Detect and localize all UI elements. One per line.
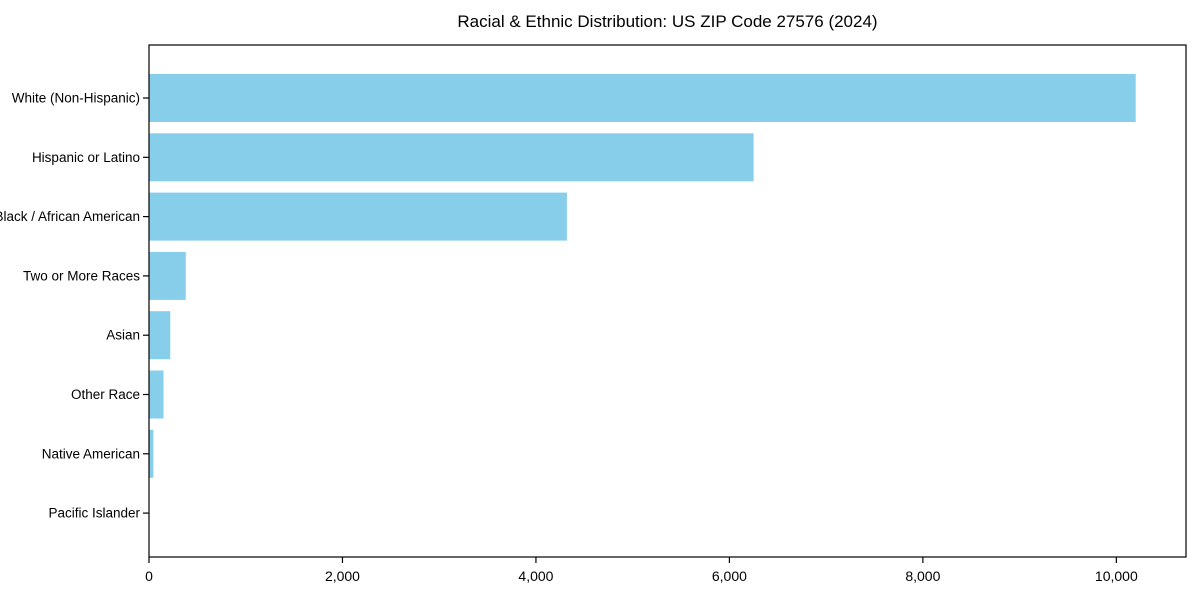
y-axis-label: White (Non-Hispanic) (12, 91, 140, 106)
bar (149, 74, 1136, 122)
plot-background (149, 45, 1186, 557)
bar (149, 370, 164, 419)
y-axis-label: Other Race (71, 387, 140, 402)
x-axis-tick-label: 4,000 (518, 568, 553, 584)
y-axis-label: Pacific Islander (48, 506, 140, 521)
x-axis-tick-label: 6,000 (712, 568, 747, 584)
y-axis-label: Two or More Races (23, 268, 140, 283)
axis-frame (148, 44, 1187, 558)
bar (149, 192, 567, 241)
y-axis-label: Asian (106, 328, 140, 343)
bar (149, 133, 754, 182)
bar (149, 311, 171, 360)
y-axis-label: Native American (42, 446, 140, 461)
x-axis-tick-label: 8,000 (905, 568, 940, 584)
y-axis-label: Black / African American (0, 209, 140, 224)
chart-title: Racial & Ethnic Distribution: US ZIP Cod… (457, 12, 878, 31)
x-axis-tick-label: 2,000 (325, 568, 360, 584)
bar (149, 429, 154, 478)
bar (149, 251, 186, 300)
x-axis-tick-label: 0 (145, 568, 153, 584)
y-axis-label: Hispanic or Latino (32, 150, 140, 165)
x-axis-tick-label: 10,000 (1095, 568, 1138, 584)
